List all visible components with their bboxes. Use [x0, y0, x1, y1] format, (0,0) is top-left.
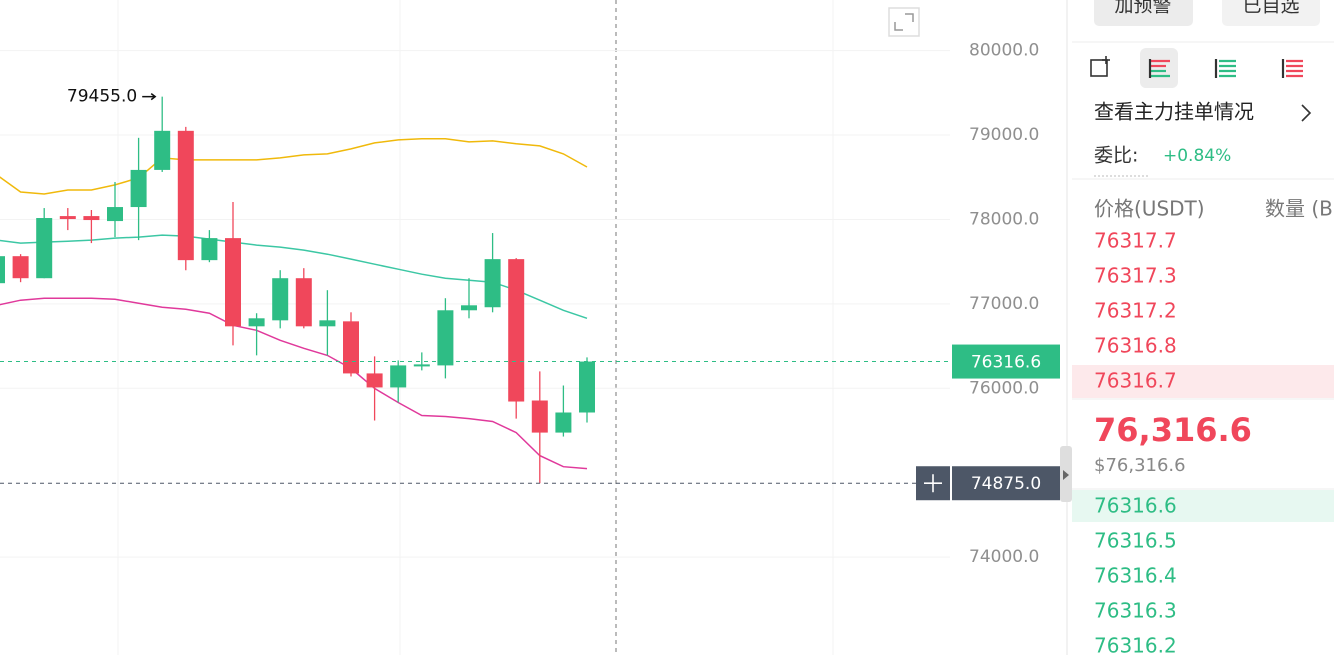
- candle-body: [319, 320, 336, 327]
- candle-body: [295, 278, 312, 327]
- plot: 74000.0 76000.0 77000.0 78000.0 79000.0 80000…: [0, 41, 1060, 567]
- candle-body: [83, 216, 100, 221]
- candle-body: [413, 364, 430, 367]
- last-price-usd: $76,316.6: [1094, 455, 1186, 476]
- candle-body: [0, 256, 5, 284]
- annotation-label: 79455.0: [67, 87, 137, 107]
- price-header: 价格(USDT): [1094, 197, 1205, 221]
- candle-body: [12, 256, 29, 279]
- candle-body: [59, 216, 76, 220]
- ask-highlight: [1072, 365, 1334, 398]
- annotation-arrow-head: [150, 93, 157, 101]
- y-tick-label: 77000.0: [969, 294, 1039, 314]
- icon-add[interactable]: [1090, 56, 1110, 77]
- price-line-label: 76316.6: [971, 353, 1041, 373]
- candle-body: [272, 278, 289, 321]
- candle-body: [248, 318, 265, 327]
- icon-both[interactable]: [1148, 59, 1170, 78]
- candle-body: [461, 305, 477, 311]
- chevron[interactable]: [1301, 104, 1312, 122]
- price-line-label: 74875.0: [971, 474, 1041, 494]
- alert-button[interactable]: 加预警: [1114, 0, 1171, 17]
- band-line: [0, 297, 588, 470]
- watchlist-button-bg[interactable]: [1222, 0, 1320, 26]
- y-tick-label: 74000.0: [969, 547, 1039, 567]
- last-price: 76,316.6: [1094, 411, 1252, 449]
- candle-body: [343, 321, 359, 374]
- candle-body: [225, 238, 241, 327]
- candle-body: [508, 259, 525, 402]
- vertical-grid: [117, 0, 834, 655]
- ratio-label: 委比:: [1094, 145, 1138, 167]
- candle-body: [579, 361, 595, 413]
- bid-price: 76316.2: [1094, 634, 1177, 655]
- candle-body: [107, 207, 123, 222]
- alert-button-bg[interactable]: [1094, 0, 1193, 26]
- icon-bids[interactable]: [1214, 59, 1236, 78]
- ask-price: 76316.7: [1094, 369, 1177, 393]
- fullscreen-button[interactable]: [888, 7, 920, 37]
- band-line: [0, 138, 588, 195]
- amount-header: 数量 (B: [1265, 197, 1333, 221]
- candle-body: [366, 373, 383, 388]
- ask-price: 76316.8: [1094, 334, 1177, 358]
- y-tick-label: 79000.0: [969, 125, 1039, 145]
- y-tick-label: 78000.0: [969, 209, 1039, 229]
- icon-both-bg[interactable]: [1140, 48, 1178, 88]
- ask-price: 76317.7: [1094, 229, 1177, 253]
- bid-price: 76316.5: [1094, 529, 1177, 553]
- price-line-tag: [952, 344, 1060, 379]
- candle-body: [154, 130, 171, 170]
- icon-asks[interactable]: [1281, 59, 1303, 78]
- panel-handle[interactable]: [1060, 446, 1072, 502]
- candle-body: [130, 169, 147, 208]
- candle-body: [177, 130, 194, 261]
- orders-link[interactable]: 查看主力挂单情况: [1094, 100, 1254, 124]
- bid-price: 76316.4: [1094, 564, 1177, 588]
- candle-body: [555, 412, 572, 433]
- ratio-value: +0.84%: [1163, 146, 1231, 166]
- bid-price: 76316.6: [1094, 494, 1177, 518]
- candle-body: [484, 259, 501, 308]
- ask-price: 76317.2: [1094, 299, 1177, 323]
- y-tick-label: 76000.0: [969, 378, 1039, 398]
- candle-body: [390, 365, 407, 388]
- y-tick-label: 80000.0: [969, 41, 1039, 61]
- candle-body: [437, 310, 454, 366]
- candle-body: [201, 238, 218, 261]
- price-line-tag: [952, 466, 1060, 501]
- watchlist-button[interactable]: 已自选: [1242, 0, 1299, 17]
- candle-body: [531, 400, 548, 433]
- candle-body: [36, 218, 53, 279]
- bid-price: 76316.3: [1094, 599, 1177, 623]
- ask-price: 76317.3: [1094, 264, 1177, 288]
- bid-highlight: [1072, 490, 1334, 522]
